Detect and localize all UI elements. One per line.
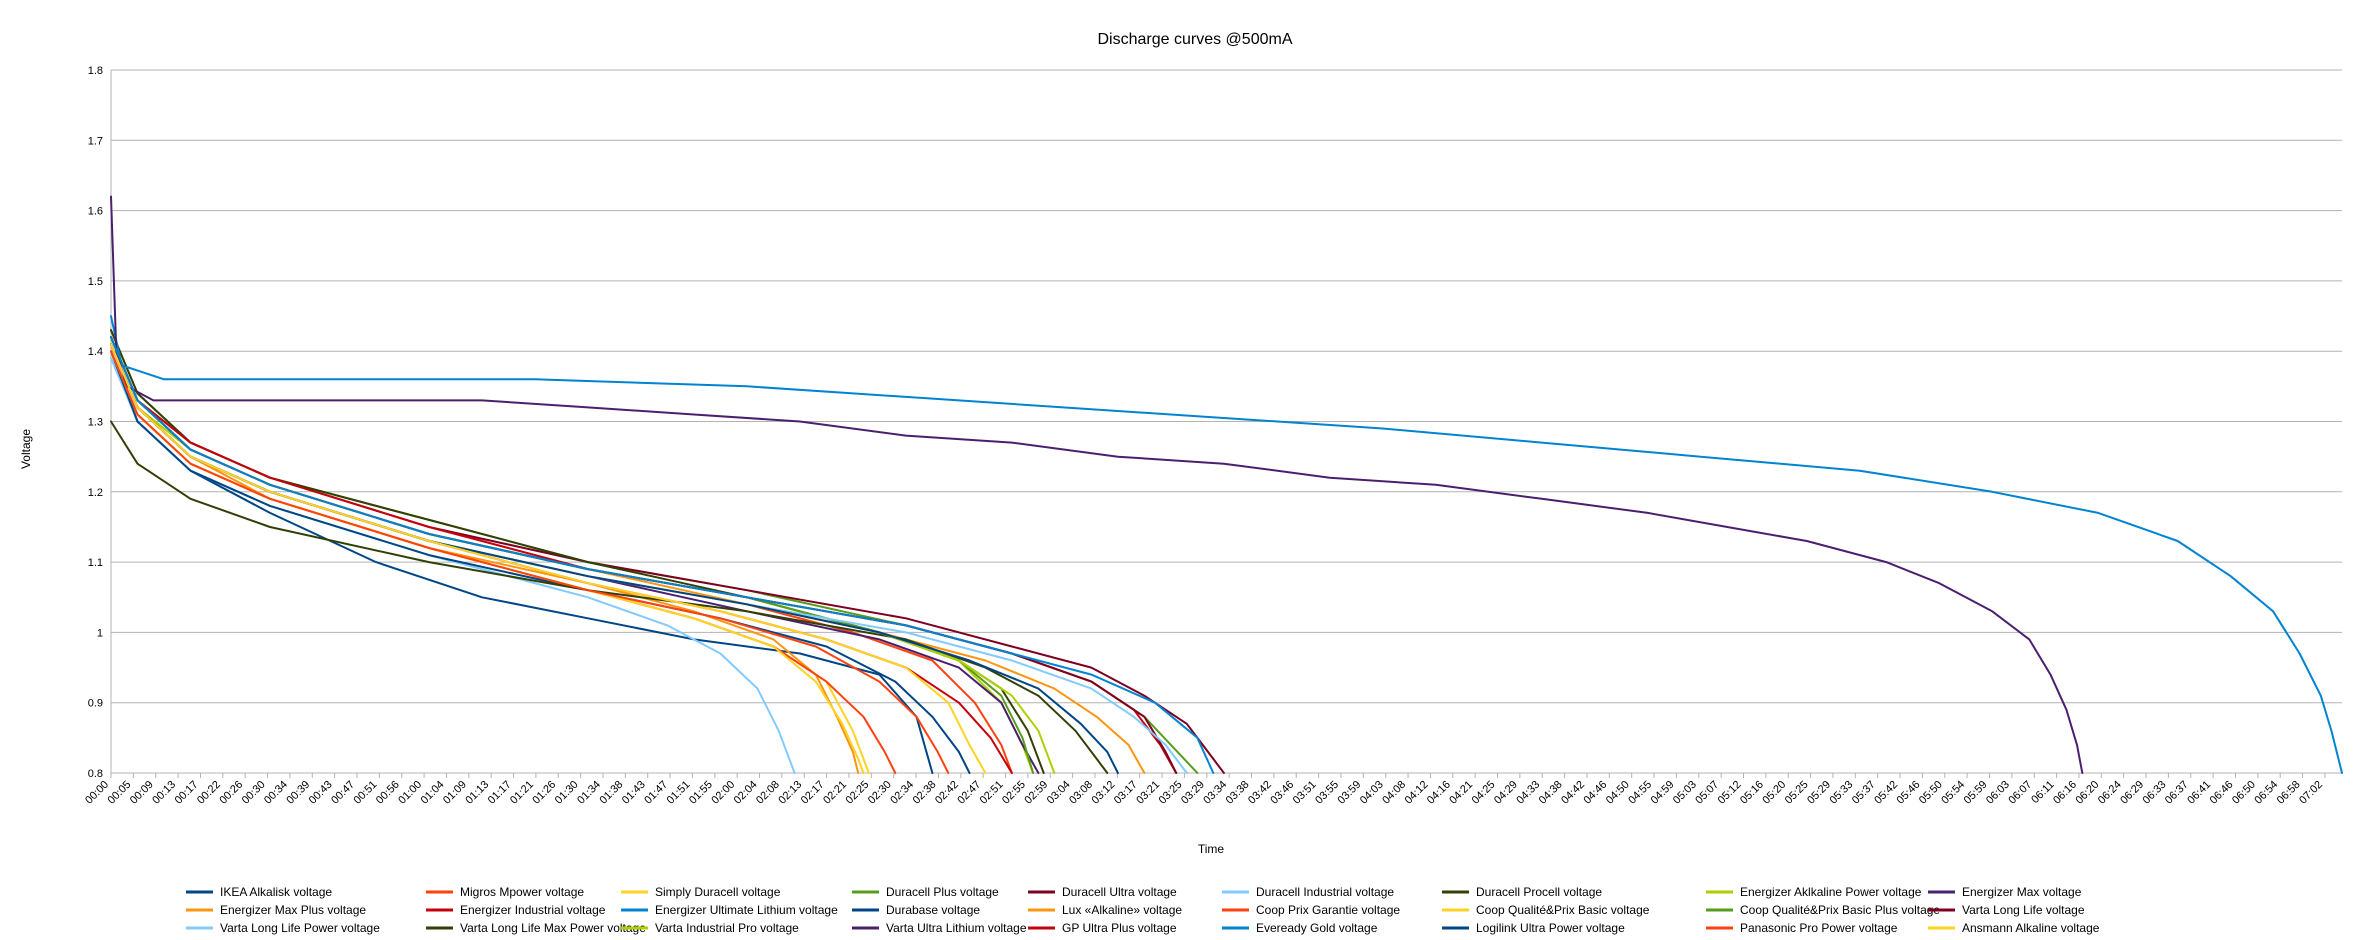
legend-item: Simply Duracell voltage — [621, 885, 781, 899]
legend-label: Logilink Ultra Power voltage — [1476, 921, 1625, 935]
y-tick-label: 1.2 — [88, 487, 103, 499]
legend-item: IKEA Alkalisk voltage — [186, 885, 332, 899]
legend-item: Varta Industrial Pro voltage — [621, 921, 799, 935]
legend-item: Lux «Alkaline» voltage — [1028, 903, 1182, 917]
y-tick-label: 1 — [97, 627, 103, 639]
legend-item: Eveready Gold voltage — [1222, 921, 1378, 935]
legend-item: Duracell Plus voltage — [852, 885, 999, 899]
y-axis-ticks: 0.8 0.9 1 1.1 1.2 1.3 1.4 1.5 1.6 1.7 1.8 — [88, 65, 103, 780]
legend-label: Lux «Alkaline» voltage — [1062, 903, 1182, 917]
legend-label: Coop Qualité&Prix Basic voltage — [1476, 903, 1650, 917]
legend-label: Varta Long Life voltage — [1962, 903, 2085, 917]
legend-item: Panasonic Pro Power voltage — [1706, 921, 1898, 935]
legend-item: Energizer Max voltage — [1928, 885, 2082, 899]
y-tick-label: 1.3 — [88, 417, 103, 429]
legend-label: Migros Mpower voltage — [460, 885, 584, 899]
legend-item: Varta Long Life voltage — [1928, 903, 2085, 917]
legend-label: Duracell Plus voltage — [886, 885, 999, 899]
y-tick-label: 0.9 — [88, 698, 103, 710]
legend-label: Varta Industrial Pro voltage — [655, 921, 799, 935]
legend-label: Simply Duracell voltage — [655, 885, 781, 899]
legend-label: GP Ultra Plus voltage — [1062, 921, 1177, 935]
legend-label: Energizer Max Plus voltage — [220, 903, 366, 917]
y-tick-label: 1.5 — [88, 276, 103, 288]
legend-label: Energizer Industrial voltage — [460, 903, 606, 917]
legend-label: Energizer Max voltage — [1962, 885, 2082, 899]
legend-item: Durabase voltage — [852, 903, 980, 917]
legend-label: Durabase voltage — [886, 903, 980, 917]
legend-item: Energizer Ultimate Lithium voltage — [621, 903, 838, 917]
series-line — [110, 350, 950, 774]
legend-item: Coop Qualité&Prix Basic voltage — [1442, 903, 1650, 917]
legend-label: Energizer Aklkaline Power voltage — [1740, 885, 1922, 899]
x-axis-label: Time — [1198, 842, 1225, 856]
legend-label: Duracell Industrial voltage — [1256, 885, 1394, 899]
legend-item: Coop Qualité&Prix Basic Plus voltage — [1706, 903, 1940, 917]
gridlines — [111, 69, 2342, 774]
y-tick-label: 1.1 — [88, 557, 103, 569]
legend-item: Energizer Industrial voltage — [426, 903, 606, 917]
series-line — [110, 336, 1215, 774]
legend-label: Coop Prix Garantie voltage — [1256, 903, 1400, 917]
y-tick-label: 1.8 — [88, 65, 103, 77]
series-line — [110, 195, 2084, 774]
y-tick-label: 1.4 — [88, 346, 103, 358]
y-tick-label: 1.6 — [88, 206, 103, 218]
series-lines — [110, 195, 2343, 774]
legend-label: Varta Ultra Lithium voltage — [886, 921, 1027, 935]
y-tick-label: 0.8 — [88, 768, 103, 780]
legend-label: Energizer Ultimate Lithium voltage — [655, 903, 838, 917]
legend-label: Panasonic Pro Power voltage — [1740, 921, 1898, 935]
chart-title: Discharge curves @500mA — [1098, 31, 1293, 48]
legend: IKEA Alkalisk voltage Migros Mpower volta… — [186, 885, 2100, 935]
legend-item: Varta Long Life Max Power voltage — [426, 921, 646, 935]
series-line — [110, 315, 2343, 774]
legend-item: GP Ultra Plus voltage — [1028, 921, 1177, 935]
legend-label: Duracell Procell voltage — [1476, 885, 1602, 899]
legend-label: Coop Qualité&Prix Basic Plus voltage — [1740, 903, 1940, 917]
legend-item: Duracell Industrial voltage — [1222, 885, 1394, 899]
series-line — [110, 420, 1109, 774]
legend-item: Ansmann Alkaline voltage — [1928, 921, 2100, 935]
legend-label: Varta Long Life Power voltage — [220, 921, 380, 935]
y-tick-label: 1.7 — [88, 135, 103, 147]
legend-item: Energizer Aklkaline Power voltage — [1706, 885, 1922, 899]
legend-item: Migros Mpower voltage — [426, 885, 584, 899]
legend-label: Ansmann Alkaline voltage — [1962, 921, 2100, 935]
legend-item: Varta Long Life Power voltage — [186, 921, 380, 935]
legend-item: Varta Ultra Lithium voltage — [852, 921, 1027, 935]
legend-label: IKEA Alkalisk voltage — [220, 885, 332, 899]
legend-label: Duracell Ultra voltage — [1062, 885, 1177, 899]
legend-item: Logilink Ultra Power voltage — [1442, 921, 1625, 935]
legend-label: Varta Long Life Max Power voltage — [460, 921, 646, 935]
series-line — [110, 343, 987, 774]
legend-item: Coop Prix Garantie voltage — [1222, 903, 1400, 917]
legend-item: Energizer Max Plus voltage — [186, 903, 366, 917]
legend-item: Duracell Procell voltage — [1442, 885, 1602, 899]
legend-label: Eveready Gold voltage — [1256, 921, 1378, 935]
y-axis-label: Voltage — [19, 429, 33, 469]
legend-item: Duracell Ultra voltage — [1028, 885, 1177, 899]
